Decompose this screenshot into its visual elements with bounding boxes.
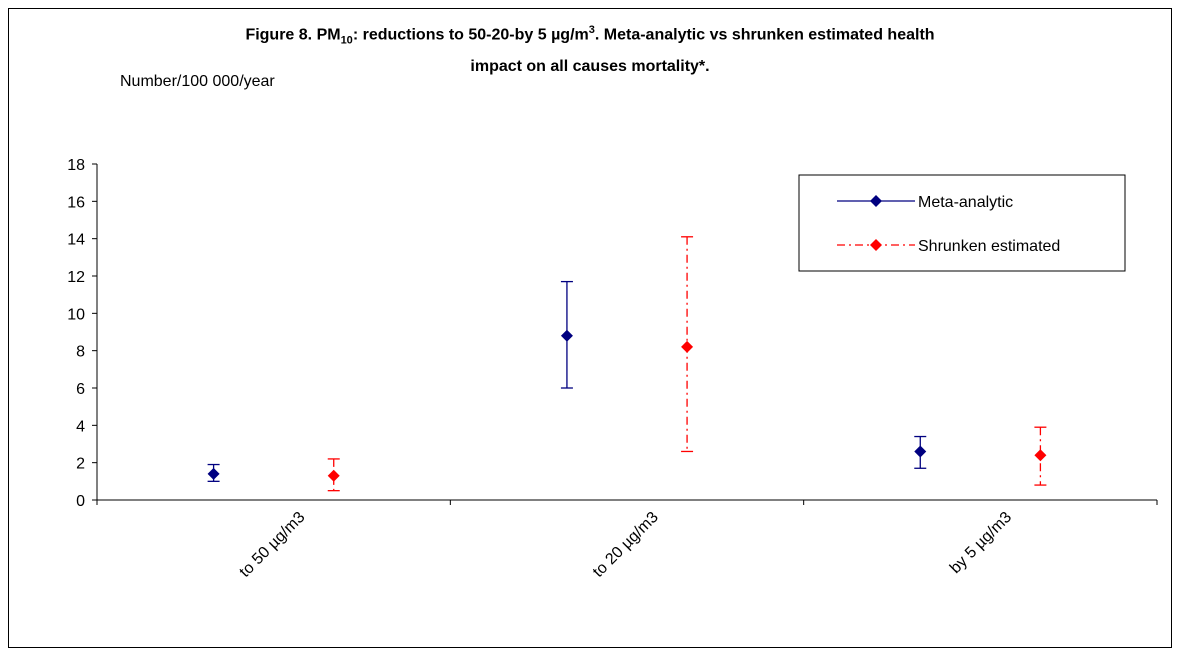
data-marks xyxy=(207,236,1047,492)
chart-title-line-2: impact on all causes mortality*. xyxy=(470,57,710,75)
y-axis-label: Number/100 000/year xyxy=(120,73,275,90)
data-point xyxy=(681,340,694,353)
x-tick-label: to 50 µg/m3 xyxy=(236,509,308,581)
y-tick-label: 8 xyxy=(76,344,85,361)
legend-marker xyxy=(870,239,882,251)
y-tick-label: 18 xyxy=(67,157,85,174)
chart-title-line-1: Figure 8. PM10: reductions to 50-20-by 5… xyxy=(245,24,935,47)
y-tick-label: 16 xyxy=(67,194,85,211)
y-tick-label: 0 xyxy=(76,493,85,510)
legend-label: Shrunken estimated xyxy=(918,238,1060,255)
x-tick-label: by 5 µg/m3 xyxy=(947,509,1015,577)
legend-box xyxy=(798,174,1126,272)
chart-plot: 0 2 4 6 8 10 12 14 16 18 to 50 µg/m3 to 20 µg/m3 by … xyxy=(67,157,1158,581)
y-tick-label: 14 xyxy=(67,232,85,249)
data-point xyxy=(207,467,220,480)
data-point xyxy=(327,469,340,482)
y-tick-label: 2 xyxy=(76,456,85,473)
legend-marker xyxy=(870,195,882,207)
legend-label: Meta-analytic xyxy=(918,194,1013,211)
data-point xyxy=(1034,449,1047,462)
legend: Meta-analytic Shrunken estimated xyxy=(798,174,1126,272)
x-tick-label: to 20 µg/m3 xyxy=(590,509,662,581)
y-tick-label: 12 xyxy=(67,269,85,286)
y-tick-label: 4 xyxy=(76,418,85,435)
chart-title: Figure 8. PM10: reductions to 50-20-by 5… xyxy=(8,18,1172,79)
y-tick-label: 6 xyxy=(76,381,85,398)
data-point xyxy=(560,329,573,342)
data-point xyxy=(914,445,927,458)
y-tick-label: 10 xyxy=(67,306,85,323)
